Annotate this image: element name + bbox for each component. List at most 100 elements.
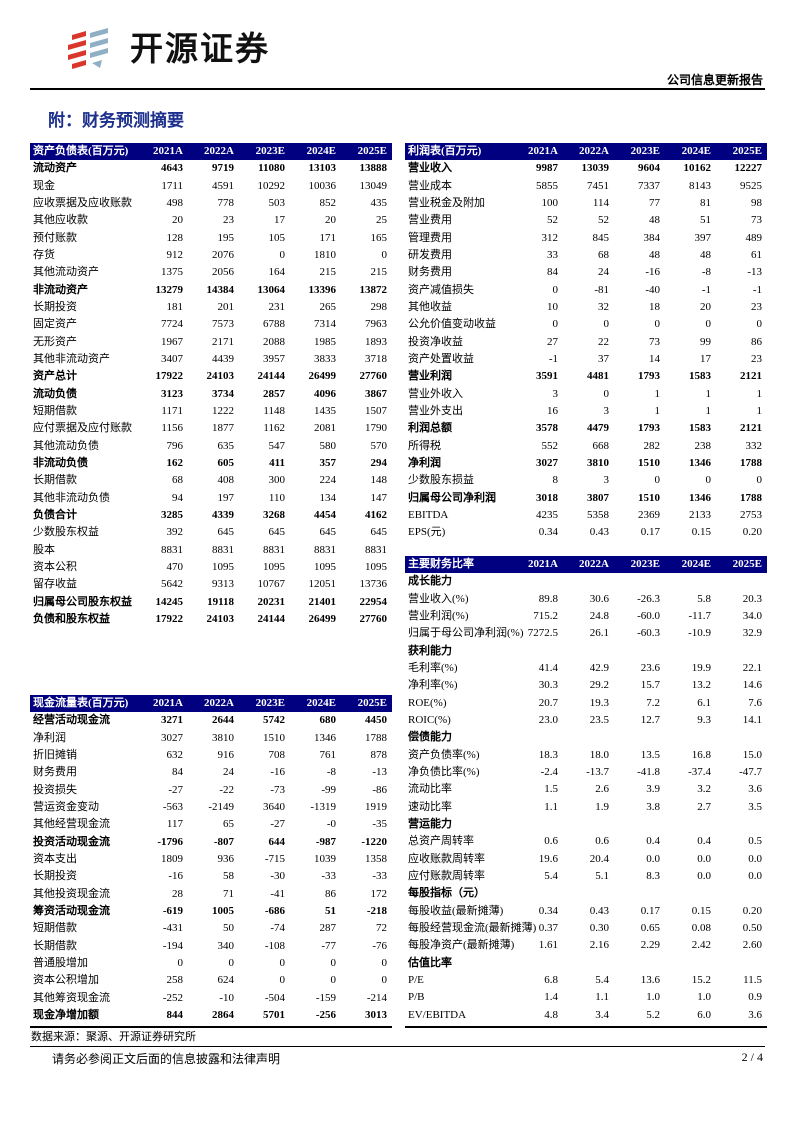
cell-value: 22 [598,335,609,348]
table-row: 净利润 3027 3810 1510 1346 1788 [405,455,767,472]
table-row: 现金 1711 4591 10292 10036 13049 [30,178,392,195]
row-label: 营业外支出 [408,404,463,417]
cell-value: 33 [547,248,558,261]
row-label: 净利润 [33,731,66,744]
cell-value: 3867 [365,387,387,400]
cell-value: -41 [270,887,285,900]
cell-value: 3.9 [646,783,660,796]
cell-value: -41.8 [637,765,660,778]
cell-value: 13103 [308,162,337,175]
table-row: 应收账款周转率 19.6 20.4 0.0 0.0 0.0 [405,851,767,868]
row-label: 投资净收益 [408,335,463,348]
cell-value: 5.4 [544,869,558,882]
row-label: 净利润 [408,456,441,469]
table-row: 无形资产 1967 2171 2088 1985 1893 [30,334,392,351]
cell-value: 4439 [212,352,234,365]
cell-value: 13888 [359,162,388,175]
cell-value: 73 [751,214,762,227]
table-row: 利润总额 3578 4479 1793 1583 2121 [405,420,767,437]
row-label: 其他非流动负债 [33,491,110,504]
cell-value: 547 [268,439,286,452]
cell-value: 0.43 [589,904,609,917]
cell-value: 1985 [314,335,336,348]
cell-value: 5742 [263,714,285,727]
cell-value: -1 [752,283,762,296]
cell-value: 5642 [161,578,183,591]
cell-value: 22.1 [742,661,762,674]
cell-value: 20231 [257,595,286,608]
cell-value: 7.6 [748,696,762,709]
cell-value: 32 [598,300,609,313]
table-row: 归属于母公司净利润(%) 7272.5 26.1 -60.3 -10.9 32.9 [405,625,767,642]
column-header: 2022A [579,558,609,570]
cell-value: 61 [751,248,762,261]
cell-value: 172 [370,887,388,900]
cell-value: 645 [370,526,388,539]
cell-value: 68 [598,248,609,261]
cell-value: 489 [745,231,763,244]
cell-value: 6.1 [697,696,711,709]
cell-value: 0.08 [691,921,711,934]
table-row: 营业外支出 16 3 1 1 1 [405,403,767,420]
cell-value: 5.1 [595,869,609,882]
cell-value: 1095 [314,560,336,573]
cell-value: 2076 [212,248,234,261]
cell-value: 5358 [587,508,609,521]
cell-value: 1.0 [646,991,660,1004]
cell-value: 0.43 [589,526,609,539]
row-label: 折旧摊销 [33,748,77,761]
cell-value: 0 [330,974,337,987]
table-row: 公允价值变动收益 0 0 0 0 0 [405,316,767,333]
cell-value: 2644 [212,714,234,727]
cell-value: 4.8 [544,1008,558,1021]
cell-value: 6788 [263,318,285,331]
cell-value: 8831 [365,543,387,556]
cell-value: -27 [270,818,285,831]
table-row: 少数股东权益 392 645 645 645 645 [30,524,392,541]
cell-value: 0 [705,318,712,331]
cell-value: 298 [370,300,388,313]
cell-value: 8.3 [646,869,660,882]
section-header-row: 每股指标（元） [405,885,767,902]
cell-value: -13.7 [586,765,609,778]
table-row: EBITDA 4235 5358 2369 2133 2753 [405,507,767,524]
cell-value: 0 [552,283,559,296]
cell-value: 1 [705,404,712,417]
cash-flow-table: 现金流量表(百万元) 2021A 2022A 2023E 2024E 2025E 经营活动现… [30,695,392,1024]
table-row: 存货 912 2076 0 1810 0 [30,247,392,264]
cell-value: 24144 [257,370,286,383]
cell-value: 0 [756,318,763,331]
table-row: 其他收益 10 32 18 20 23 [405,299,767,316]
cell-value: 0 [177,956,184,969]
cell-value: 1435 [314,404,336,417]
row-label: 营运能力 [408,817,452,830]
cell-value: 0 [279,956,286,969]
cell-value: 0.30 [589,921,609,934]
cell-value: 0.5 [748,835,762,848]
cell-value: 0.34 [538,526,558,539]
cell-value: 1.0 [697,991,711,1004]
table-row: ROIC(%) 23.0 23.5 12.7 9.3 14.1 [405,712,767,729]
cell-value: 9719 [212,162,234,175]
cell-value: 7451 [587,179,609,192]
table-header-row: 现金流量表(百万元) 2021A 2022A 2023E 2024E 2025E [30,695,392,713]
cell-value: 86 [325,887,336,900]
cell-value: 7314 [314,318,336,331]
table-row: 营业利润(%) 715.2 24.8 -60.0 -11.7 34.0 [405,608,767,625]
row-label: 营业费用 [408,214,452,227]
cell-value: 4481 [587,370,609,383]
row-label: 应收票据及应收账款 [33,196,132,209]
cell-value: 3 [552,387,559,400]
table-row: 短期借款 -431 50 -74 287 72 [30,920,392,937]
cell-value: 1877 [212,422,234,435]
row-label: 应收账款周转率 [408,852,485,865]
cell-value: 265 [319,300,337,313]
table-row: 毛利率(%) 41.4 42.9 23.6 19.9 22.1 [405,660,767,677]
cell-value: 715.2 [533,609,558,622]
cell-value: 3810 [212,731,234,744]
row-label: 营业成本 [408,179,452,192]
row-label: 每股指标（元） [408,887,485,900]
cell-value: 10162 [683,162,712,175]
cell-value: 30.6 [589,592,609,605]
